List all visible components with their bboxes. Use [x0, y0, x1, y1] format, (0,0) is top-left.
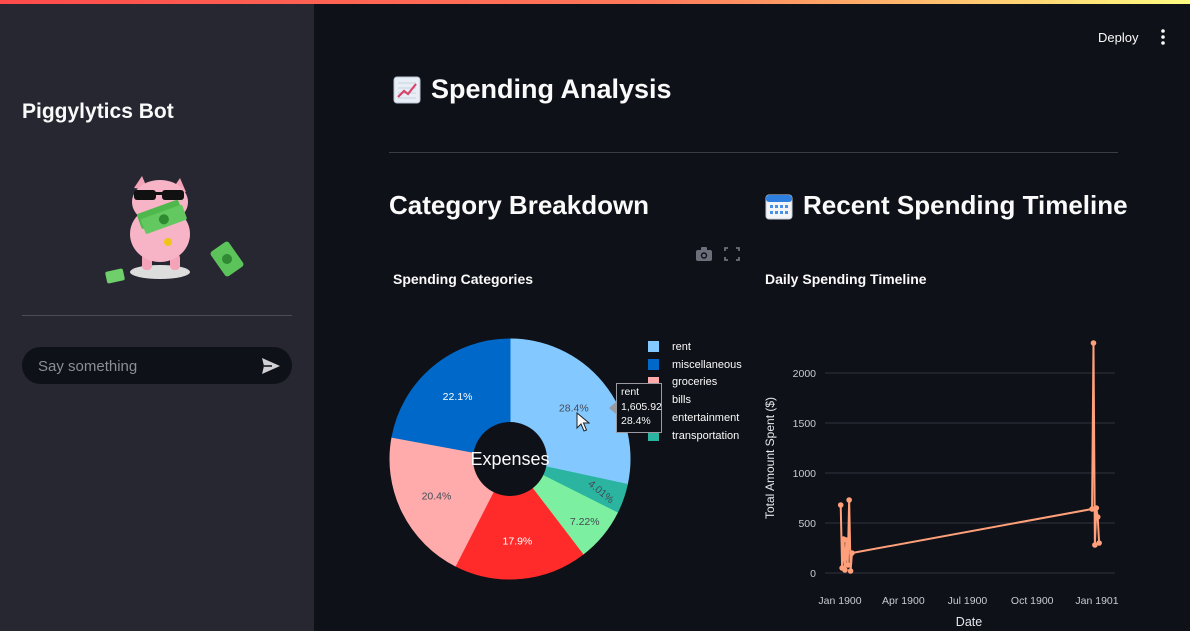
- category-breakdown-heading-text: Category Breakdown: [389, 190, 650, 220]
- line-chart-title: Daily Spending Timeline: [765, 271, 927, 287]
- spending-series-line: [839, 342, 1101, 572]
- chat-input[interactable]: [36, 347, 250, 386]
- spending-data-point[interactable]: [1093, 505, 1100, 511]
- pie-hover-tooltip: rent 1,605.92 28.4%: [616, 383, 662, 433]
- y-tick-label: 500: [798, 518, 816, 530]
- timeline-heading: Recent Spending Timeline: [765, 190, 1128, 221]
- daily-spending-line-chart[interactable]: 0 500 1000 1500 2000 Jan 1900 Apr 1900 Jul 1900…: [755, 330, 1135, 631]
- spending-data-point[interactable]: [1092, 542, 1098, 548]
- spending-data-point[interactable]: [1096, 540, 1102, 546]
- spending-data-point[interactable]: [842, 567, 848, 573]
- pie-legend: rent miscellaneous groceries bills entertain…: [648, 338, 742, 445]
- money-bill-icon: [105, 241, 244, 284]
- pie-slice-label: 22.1%: [443, 391, 473, 403]
- legend-item-entertainment[interactable]: entertainment: [648, 409, 742, 427]
- x-tick-label: Apr 1900: [882, 595, 925, 607]
- app-title: Piggylytics Bot: [22, 100, 174, 123]
- tooltip-value: 1,605.92: [621, 400, 662, 413]
- pie-center-label: Expenses: [470, 449, 549, 469]
- legend-label: rent: [672, 340, 691, 353]
- kebab-menu-icon[interactable]: [1157, 28, 1169, 46]
- timeline-heading-text: Recent Spending Timeline: [803, 190, 1128, 220]
- spending-data-point[interactable]: [849, 550, 855, 556]
- spending-data-point[interactable]: [1094, 514, 1101, 520]
- pie-slice-label: 28.4%: [559, 403, 589, 415]
- legend-label: entertainment: [672, 412, 740, 425]
- pie-slice-label: 20.4%: [422, 490, 452, 502]
- x-tick-label: Jan 1900: [818, 595, 861, 607]
- spending-data-point[interactable]: [844, 562, 851, 568]
- legend-label: groceries: [672, 376, 718, 389]
- spending-data-point[interactable]: [843, 537, 850, 543]
- sidebar: Piggylytics Bot: [0, 4, 314, 631]
- x-axis-label: Date: [956, 615, 982, 629]
- main-divider: [389, 152, 1118, 153]
- spending-data-point[interactable]: [846, 497, 852, 503]
- page-title: Spending Analysis: [393, 74, 672, 105]
- spending-data-point[interactable]: [1090, 340, 1097, 346]
- pie-hole: [473, 422, 547, 496]
- y-tick-label: 1000: [793, 468, 817, 480]
- legend-label: miscellaneous: [672, 358, 742, 371]
- spending-categories-pie-chart[interactable]: 28.4%4.01%7.22%17.9%20.4%22.1%Expenses: [380, 320, 640, 590]
- category-breakdown-heading: Category Breakdown: [389, 190, 649, 221]
- chat-input-container: [22, 347, 292, 386]
- legend-label: bills: [672, 394, 691, 407]
- sidebar-divider: [22, 315, 292, 316]
- spending-data-point[interactable]: [847, 568, 854, 574]
- y-tick-label: 1500: [793, 418, 817, 430]
- deploy-button[interactable]: Deploy: [1098, 30, 1139, 45]
- tooltip-percent: 28.4%: [621, 415, 651, 427]
- legend-swatch: [648, 359, 659, 371]
- y-axis-label: Total Amount Spent ($): [763, 397, 777, 519]
- spending-data-point[interactable]: [837, 502, 844, 508]
- pie-chart-title: Spending Categories: [393, 271, 534, 287]
- calendar-emoji-icon: [765, 194, 793, 219]
- pie-slice-miscellaneous[interactable]: [391, 338, 511, 453]
- camera-icon[interactable]: [695, 246, 713, 262]
- legend-swatch: [648, 376, 659, 388]
- legend-item-transportation[interactable]: transportation: [648, 427, 742, 445]
- x-tick-label: Oct 1900: [1011, 595, 1054, 607]
- legend-label: transportation: [672, 429, 740, 442]
- mouse-cursor-icon: [576, 412, 590, 432]
- legend-item-rent[interactable]: rent: [648, 338, 742, 356]
- y-tick-label: 0: [810, 568, 816, 580]
- legend-swatch: [648, 430, 659, 442]
- x-tick-label: Jan 1901: [1075, 595, 1118, 607]
- send-icon[interactable]: [260, 355, 282, 377]
- x-tick-label: Jul 1900: [948, 595, 988, 607]
- tooltip-arrow: [609, 402, 616, 414]
- fullscreen-icon[interactable]: [723, 246, 741, 262]
- spending-data-point[interactable]: [1089, 506, 1095, 512]
- tooltip-label: rent: [621, 386, 640, 398]
- legend-item-miscellaneous[interactable]: miscellaneous: [648, 356, 742, 374]
- top-decoration-bar: [0, 0, 1190, 4]
- page-title-text: Spending Analysis: [431, 74, 672, 104]
- chart-increasing-emoji-icon: [393, 76, 421, 103]
- legend-swatch: [648, 341, 659, 353]
- pig-mascot-image: [105, 176, 244, 284]
- y-tick-label: 2000: [793, 368, 817, 380]
- pie-slice-label: 17.9%: [502, 536, 532, 548]
- pie-slice-label: 7.22%: [570, 516, 600, 528]
- legend-item-groceries[interactable]: groceries: [648, 374, 742, 392]
- legend-item-bills[interactable]: bills: [648, 391, 742, 409]
